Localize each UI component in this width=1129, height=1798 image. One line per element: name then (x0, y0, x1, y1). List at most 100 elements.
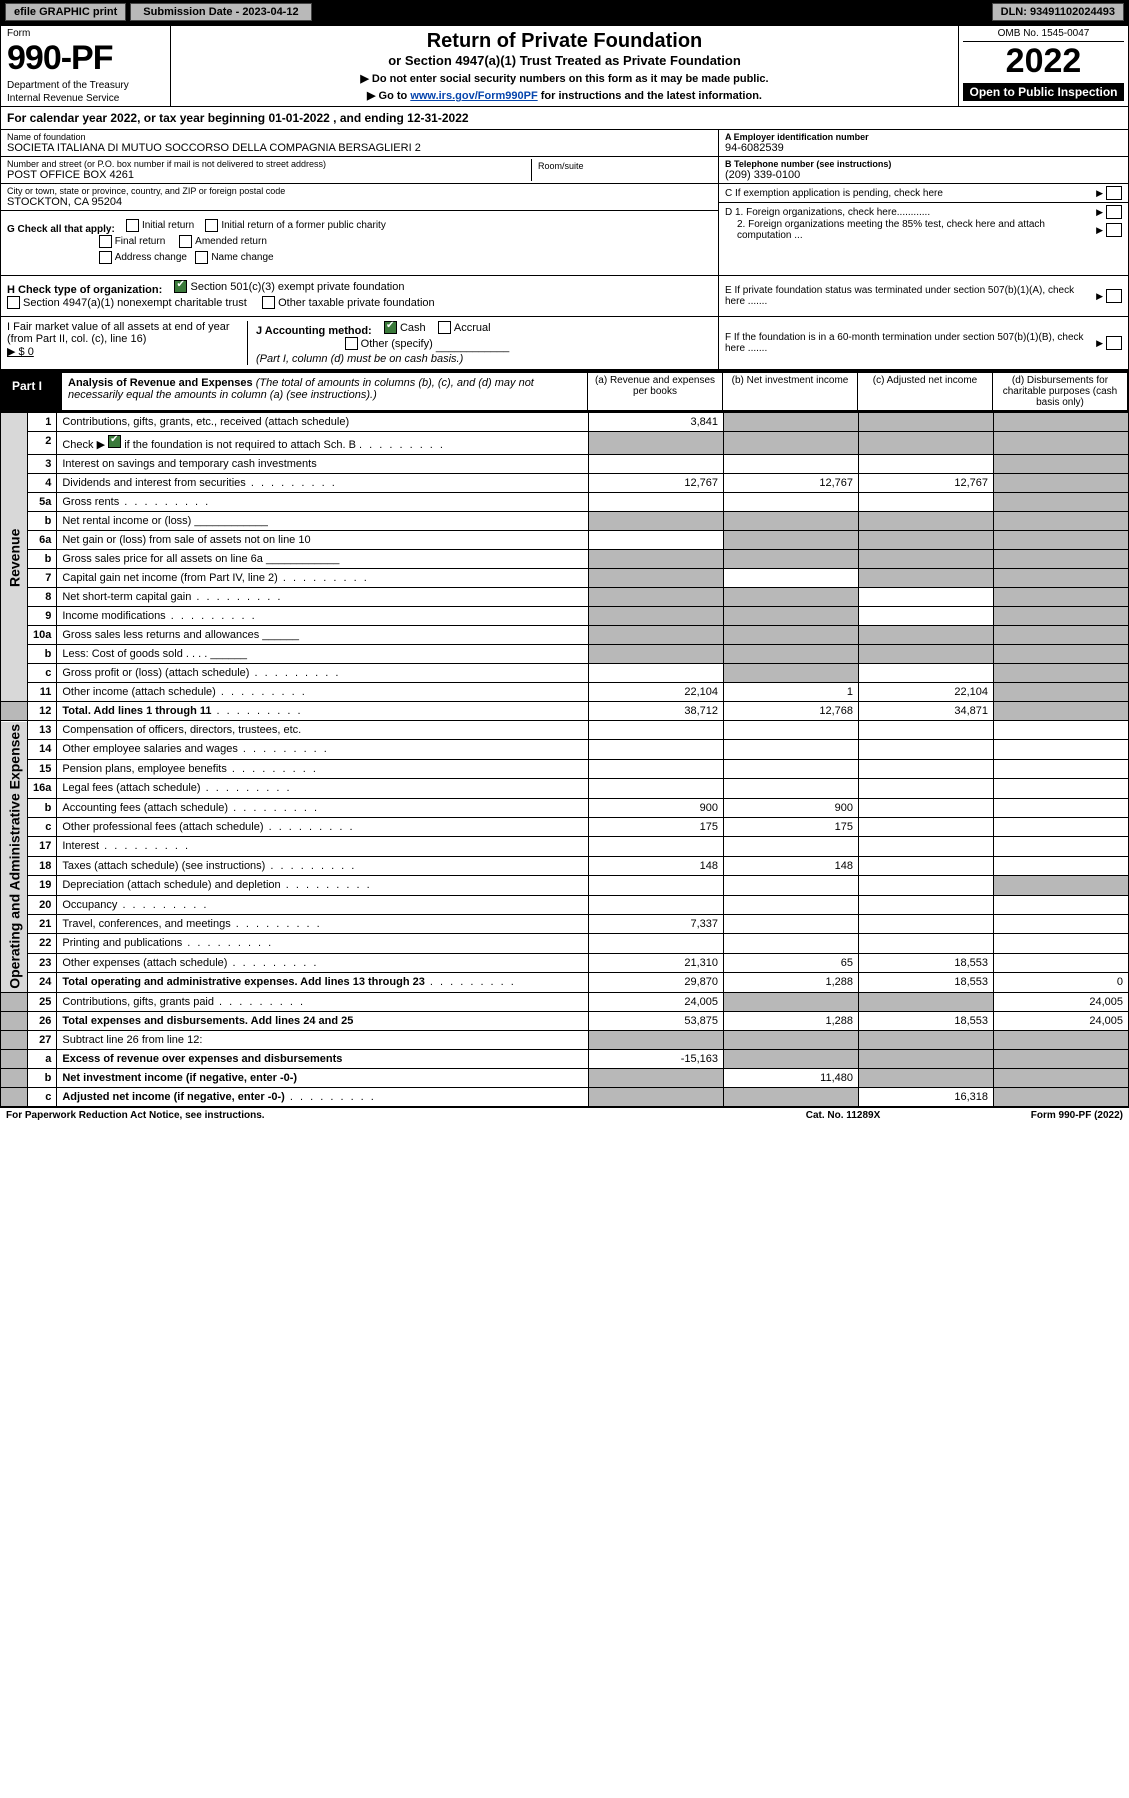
chk-c[interactable] (1106, 186, 1122, 200)
desc: Less: Cost of goods sold . . . . ______ (57, 645, 589, 664)
inst2-pre: ▶ Go to (367, 90, 410, 102)
c-cell: C If exemption application is pending, c… (719, 184, 1128, 203)
chk-cash[interactable]: Cash (384, 321, 426, 334)
chk-address-change[interactable]: Address change (99, 251, 187, 264)
irs-link[interactable]: www.irs.gov/Form990PF (410, 90, 537, 102)
col-d (994, 493, 1129, 512)
col-d (994, 455, 1129, 474)
col-d (994, 1068, 1129, 1087)
chk-4947[interactable]: Section 4947(a)(1) nonexempt charitable … (7, 296, 247, 309)
chk-sch-b[interactable] (108, 435, 121, 448)
lbl-4947: Section 4947(a)(1) nonexempt charitable … (23, 297, 247, 309)
col-a (589, 626, 724, 645)
chk-d1[interactable] (1106, 205, 1122, 219)
address-value: POST OFFICE BOX 4261 (7, 169, 531, 181)
chk-501c3[interactable]: Section 501(c)(3) exempt private foundat… (174, 280, 404, 293)
part1-header: Part I Analysis of Revenue and Expenses … (0, 370, 1129, 412)
row-19: 19 Depreciation (attach schedule) and de… (1, 876, 1129, 895)
col-a (589, 934, 724, 953)
col-a: 21,310 (589, 953, 724, 972)
open-to-public: Open to Public Inspection (963, 83, 1124, 101)
row-2: 2 Check ▶ if the foundation is not requi… (1, 432, 1129, 455)
chk-f[interactable] (1106, 336, 1122, 350)
chk-amended-return[interactable]: Amended return (179, 235, 267, 248)
ln: c (28, 664, 57, 683)
col-b (724, 626, 859, 645)
col-a: 24,005 (589, 992, 724, 1011)
row-24: 24 Total operating and administrative ex… (1, 973, 1129, 993)
chk-d2[interactable] (1106, 223, 1122, 237)
desc: Contributions, gifts, grants, etc., rece… (57, 413, 589, 432)
desc: Taxes (attach schedule) (see instruction… (57, 856, 589, 875)
col-c (859, 1030, 994, 1049)
col-c: 34,871 (859, 702, 994, 721)
col-c (859, 759, 994, 778)
room-cell: Room/suite (532, 159, 712, 181)
desc: Other expenses (attach schedule) (57, 953, 589, 972)
lbl-501c3: Section 501(c)(3) exempt private foundat… (190, 281, 404, 293)
desc: Other employee salaries and wages (57, 740, 589, 759)
dln: DLN: 93491102024493 (992, 3, 1124, 21)
chk-final-return[interactable]: Final return (99, 235, 166, 248)
col-a: 148 (589, 856, 724, 875)
col-b (724, 413, 859, 432)
col-b (724, 588, 859, 607)
efile-print-button[interactable]: efile GRAPHIC print (5, 3, 126, 21)
part1-desc: Analysis of Revenue and Expenses (The to… (62, 373, 587, 410)
col-c (859, 569, 994, 588)
ln: 15 (28, 759, 57, 778)
col-a (589, 512, 724, 531)
ln: 12 (28, 702, 57, 721)
desc-pre: Check ▶ (62, 439, 105, 451)
row-20: 20 Occupancy (1, 895, 1129, 914)
col-a: 12,767 (589, 474, 724, 493)
chk-initial-former[interactable]: Initial return of a former public charit… (205, 219, 386, 232)
arrow-icon (1093, 188, 1106, 199)
desc: Total. Add lines 1 through 11 (57, 702, 589, 721)
col-c (859, 432, 994, 455)
ln: c (28, 1087, 57, 1106)
col-c-hdr: (c) Adjusted net income (857, 373, 992, 410)
col-a: -15,163 (589, 1049, 724, 1068)
row-27a: a Excess of revenue over expenses and di… (1, 1049, 1129, 1068)
desc: Net gain or (loss) from sale of assets n… (57, 531, 589, 550)
lbl-cash: Cash (400, 322, 426, 334)
col-b: 1,288 (724, 1011, 859, 1030)
instruction-2: ▶ Go to www.irs.gov/Form990PF for instru… (177, 89, 952, 102)
city-cell: City or town, state or province, country… (1, 184, 718, 211)
inst2-post: for instructions and the latest informat… (538, 90, 762, 102)
desc: Check ▶ if the foundation is not require… (57, 432, 589, 455)
chk-other-taxable[interactable]: Other taxable private foundation (262, 296, 435, 309)
chk-initial-return[interactable]: Initial return (126, 219, 194, 232)
chk-accrual[interactable]: Accrual (438, 321, 491, 334)
col-d (994, 512, 1129, 531)
col-b (724, 432, 859, 455)
ln: 4 (28, 474, 57, 493)
chk-other-method[interactable]: Other (specify) (345, 337, 433, 350)
header-center: Return of Private Foundation or Section … (171, 26, 958, 106)
chk-e[interactable] (1106, 289, 1122, 303)
chk-name-change[interactable]: Name change (195, 251, 273, 264)
col-d (994, 876, 1129, 895)
desc: Capital gain net income (from Part IV, l… (57, 569, 589, 588)
row-26: 26 Total expenses and disbursements. Add… (1, 1011, 1129, 1030)
row-4: 4 Dividends and interest from securities… (1, 474, 1129, 493)
col-a: 22,104 (589, 683, 724, 702)
col-a (589, 664, 724, 683)
col-d (994, 934, 1129, 953)
col-a: 900 (589, 798, 724, 817)
spacer (1, 1049, 28, 1068)
col-d (994, 413, 1129, 432)
col-a (589, 876, 724, 895)
col-b (724, 740, 859, 759)
col-c (859, 531, 994, 550)
col-c (859, 664, 994, 683)
col-b: 12,767 (724, 474, 859, 493)
col-a (589, 1068, 724, 1087)
d2-label: 2. Foreign organizations meeting the 85%… (725, 219, 1093, 241)
lbl-amended: Amended return (195, 236, 267, 247)
row-11: 11 Other income (attach schedule) 22,104… (1, 683, 1129, 702)
desc: Accounting fees (attach schedule) (57, 798, 589, 817)
col-b: 12,768 (724, 702, 859, 721)
desc: Occupancy (57, 895, 589, 914)
